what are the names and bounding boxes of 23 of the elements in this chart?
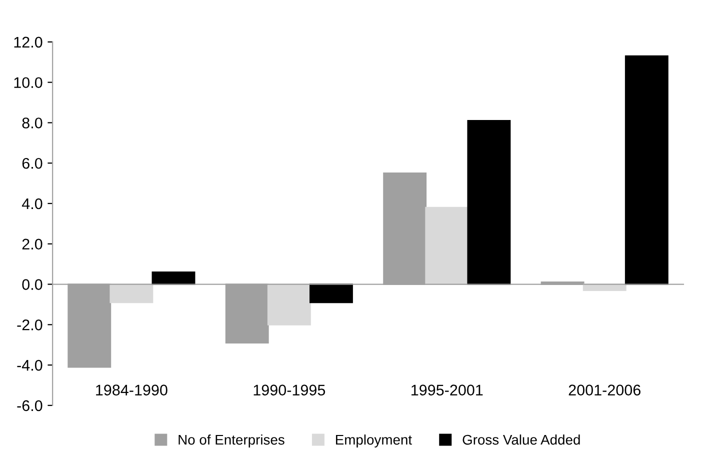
- y-tick-label: 8.0: [22, 118, 42, 128]
- x-tick-label: 1990-1995: [254, 384, 326, 396]
- x-tick-label: 1995-2001: [412, 384, 483, 396]
- bar: [110, 284, 154, 304]
- x-tick-label: 2001-2006: [568, 384, 640, 396]
- legend-label: No of Enterprises: [178, 434, 284, 448]
- y-tick-label: 4.0: [22, 198, 42, 210]
- legend-label: Employment: [336, 434, 412, 448]
- y-tick-label: -4.0: [17, 360, 42, 371]
- x-tick-label: 1984-1990: [96, 384, 168, 396]
- y-tick-label: 10.0: [14, 77, 42, 88]
- bar: [624, 55, 668, 285]
- bar: [425, 206, 469, 285]
- y-tick-label: -6.0: [17, 400, 42, 412]
- y-tick-label: 2.0: [22, 238, 42, 250]
- bar: [309, 284, 353, 304]
- y-tick-label: 0.0: [22, 279, 42, 290]
- y-tick-label: 12.0: [14, 36, 42, 48]
- y-tick-label: -2.0: [17, 320, 42, 330]
- bar: [267, 284, 311, 326]
- legend-label: Gross Value Added: [462, 434, 580, 445]
- bar: [467, 120, 511, 285]
- y-tick-label: 6.0: [22, 158, 42, 169]
